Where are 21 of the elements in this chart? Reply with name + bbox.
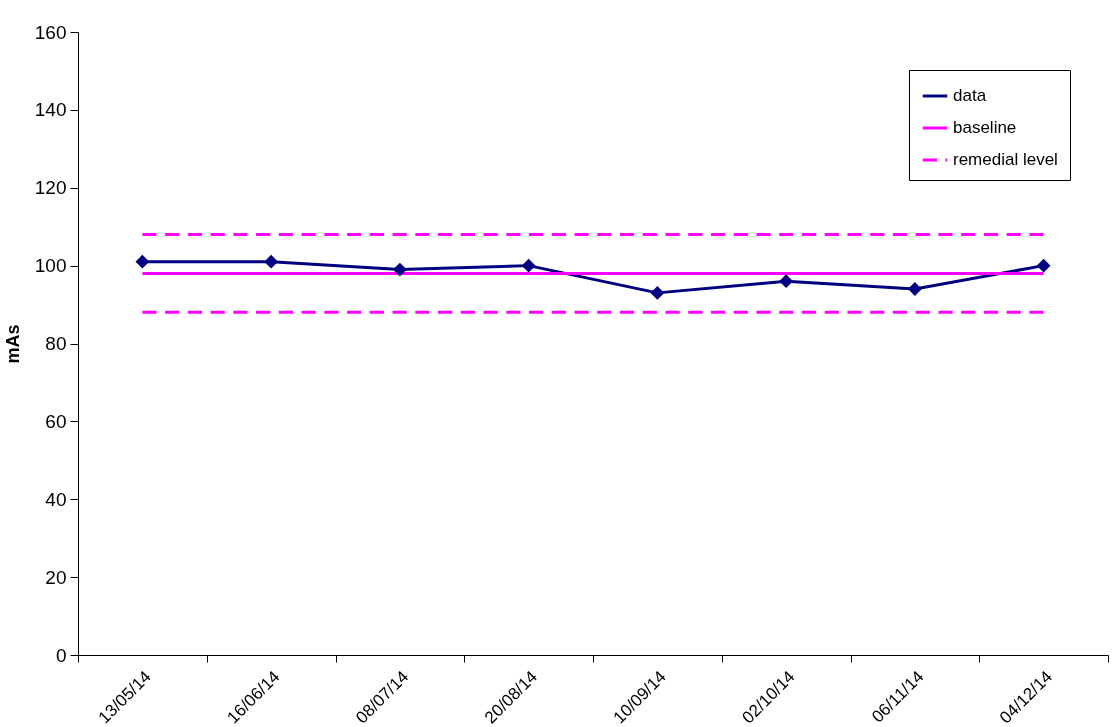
y-tick-label: 0 [55,644,67,666]
point [907,282,922,296]
point [521,258,536,273]
y-tick-label: 80 [45,333,67,354]
point [779,274,794,289]
y-tick-label: 140 [34,99,67,121]
point [650,285,665,300]
legend-label: data [953,86,987,105]
point [1036,258,1051,273]
point [135,254,150,269]
y-tick-label: 40 [45,488,67,510]
legend-label: remedial level [953,150,1058,169]
legend-label: baseline [953,118,1017,137]
y-tick-label: 100 [34,255,67,277]
y-tick-label: 120 [34,177,67,199]
point [264,254,279,269]
y-axis-title: mAs [2,324,23,364]
y-tick-label: 160 [34,21,67,43]
y-tick-label: 20 [45,566,67,588]
y-tick-label: 60 [45,410,67,432]
point [392,262,407,277]
